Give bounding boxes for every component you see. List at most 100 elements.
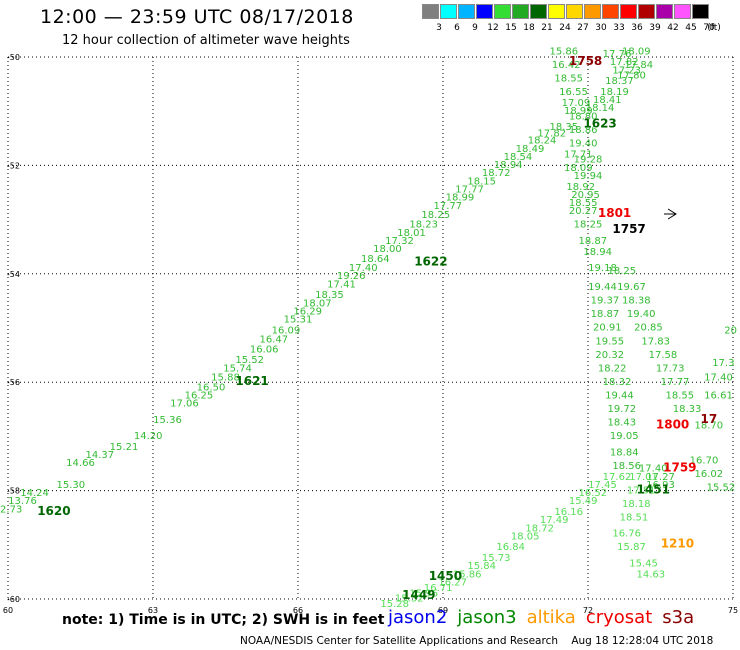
lat-tick-label: -60 xyxy=(7,595,20,604)
wave-height-label: 18.37 xyxy=(605,76,634,87)
lon-tick-label: 60 xyxy=(3,606,13,615)
wave-height-label: 20 xyxy=(724,325,737,336)
map-subtitle: 12 hour collection of altimeter wave hei… xyxy=(62,33,350,48)
wave-height-label: 19.55 xyxy=(595,336,624,347)
wave-height-label: 17.82 xyxy=(610,57,639,68)
color-swatch xyxy=(566,4,583,19)
wave-height-label: 18.99 xyxy=(564,106,593,117)
wave-height-label: 18.84 xyxy=(610,447,639,458)
wave-height-label: 16.25 xyxy=(185,390,214,401)
wave-height-label: 18.49 xyxy=(516,144,545,155)
credit-line: NOAA/NESDIS Center for Satellite Applica… xyxy=(240,635,714,647)
color-swatch-label: 39 xyxy=(649,23,661,33)
color-swatch-label: 18 xyxy=(523,23,535,33)
wave-height-label: 18.55 xyxy=(554,73,583,84)
wave-height-label: 17.40 xyxy=(704,373,733,384)
wave-height-label: 18.14 xyxy=(586,103,615,114)
wave-height-label: 15.52 xyxy=(707,483,736,494)
wave-height-label: 18.92 xyxy=(566,182,595,193)
pass-time-label: 1620 xyxy=(37,504,70,518)
wave-height-label: 18.18 xyxy=(622,499,651,510)
wave-height-label: 17.77 xyxy=(434,201,463,212)
wave-height-label: 14.37 xyxy=(86,450,115,461)
wave-height-label: 19.05 xyxy=(610,431,639,442)
wave-height-label: 15.84 xyxy=(467,561,496,572)
pass-time-label: 1622 xyxy=(414,255,447,269)
wave-height-label: 18.15 xyxy=(467,176,496,187)
mission-legend-item: jason3 xyxy=(457,607,517,628)
wave-height-label: 15.52 xyxy=(235,355,264,366)
color-swatch xyxy=(584,4,601,19)
wave-height-label: 19.26 xyxy=(337,271,366,282)
wave-height-label: 18.35 xyxy=(550,122,579,133)
wave-height-label: 17.40 xyxy=(639,464,668,475)
pass-time-label: 1210 xyxy=(661,537,694,551)
wave-height-label: 18.24 xyxy=(528,136,557,147)
color-swatch-label: 27 xyxy=(577,23,589,33)
wave-height-label: 18.51 xyxy=(620,512,649,523)
color-swatch-label: 45 xyxy=(685,23,697,33)
pass-time-labels: 1620 1621 1622 1623 1451 1450 1449 1758 1801 1757… xyxy=(37,54,717,602)
wave-height-label: 19.18 xyxy=(588,263,617,274)
lon-tick-label: 66 xyxy=(293,606,303,615)
pass-time-label: 1800 xyxy=(656,417,689,431)
lat-tick-label: -58 xyxy=(7,487,20,496)
wave-height-label: 18.09 xyxy=(564,163,593,174)
wave-height-label: 16.84 xyxy=(496,542,525,553)
color-swatch xyxy=(602,4,619,19)
color-swatch-label: 42 xyxy=(667,23,679,33)
wave-height-label: 18.32 xyxy=(603,377,632,388)
wave-height-label: 17.32 xyxy=(385,236,414,247)
lon-tick-label: 72 xyxy=(583,606,593,615)
wave-height-label: 17.45 xyxy=(588,480,617,491)
wave-height-label: 18.07 xyxy=(303,298,332,309)
wave-height-label: 17.3 xyxy=(712,358,734,369)
pass-time-label: 1759 xyxy=(663,461,696,475)
wave-height-label: 18.72 xyxy=(525,523,554,534)
wave-height-label: 15.28 xyxy=(380,599,409,610)
color-scale-legend: 3 6 9 12 15 18 21 24 27 30 33 36 39 42 45 70 (ft) xyxy=(422,4,721,33)
wave-height-label: 19.67 xyxy=(617,282,646,293)
wave-height-label: 15.86 xyxy=(550,46,579,57)
axis-tick-labels: 60 63 66 69 72 75 -50 -52 -54 -56 -58 -60 xyxy=(3,53,738,615)
pass-time-label: 1623 xyxy=(583,116,616,130)
wave-height-label: 15.87 xyxy=(617,542,646,553)
wave-height-label: 20.32 xyxy=(595,350,624,361)
wave-height-label: 18.00 xyxy=(373,244,402,255)
wave-height-label: 17.84 xyxy=(624,60,653,71)
wave-height-label: 18.22 xyxy=(598,363,627,374)
wave-height-label: 19.40 xyxy=(569,138,598,149)
wave-height-label: 18.80 xyxy=(569,111,598,122)
wave-height-label: 16.09 xyxy=(272,325,301,336)
wave-height-label: 18.64 xyxy=(361,254,390,265)
wave-height-label: 18.43 xyxy=(608,418,637,429)
wave-height-label: 17.76 xyxy=(603,49,632,60)
mission-legend-item: jason2 xyxy=(388,607,448,628)
wave-height-label: 15.88 xyxy=(211,373,240,384)
pass-time-label: 1449 xyxy=(402,588,435,602)
mission-legend: jason2 jason3 altika cryosat s3a xyxy=(388,607,704,628)
wave-height-label: 18.55 xyxy=(666,390,695,401)
color-swatch-label: 36 xyxy=(631,23,643,33)
wave-height-label: 14.66 xyxy=(66,458,95,469)
wave-height-label: 20.91 xyxy=(593,323,622,334)
color-swatch-label: 6 xyxy=(454,23,460,33)
wave-height-label: 15.86 xyxy=(453,569,482,580)
wave-height-label: 19.44 xyxy=(588,282,617,293)
color-swatch xyxy=(422,4,439,19)
wave-height-label: 17.73 xyxy=(656,363,685,374)
wave-height-label: 15.32 xyxy=(395,594,424,605)
wave-height-label: 18.86 xyxy=(569,125,598,136)
wave-height-label: 17.23 xyxy=(612,65,641,76)
wave-height-label: 14.63 xyxy=(637,569,666,580)
wave-height-label: 17.71 xyxy=(564,149,593,160)
lat-tick-label: -56 xyxy=(7,378,20,387)
direction-arrow-icon xyxy=(664,208,677,220)
color-swatch-label: 30 xyxy=(595,23,607,33)
wave-height-label: 14.24 xyxy=(20,488,49,499)
color-swatch xyxy=(656,4,673,19)
wave-height-label: 15.73 xyxy=(482,553,511,564)
mission-legend-item: altika xyxy=(526,607,576,628)
wave-height-label: 15.36 xyxy=(153,415,182,426)
wave-height-label: 16.71 xyxy=(424,583,453,594)
